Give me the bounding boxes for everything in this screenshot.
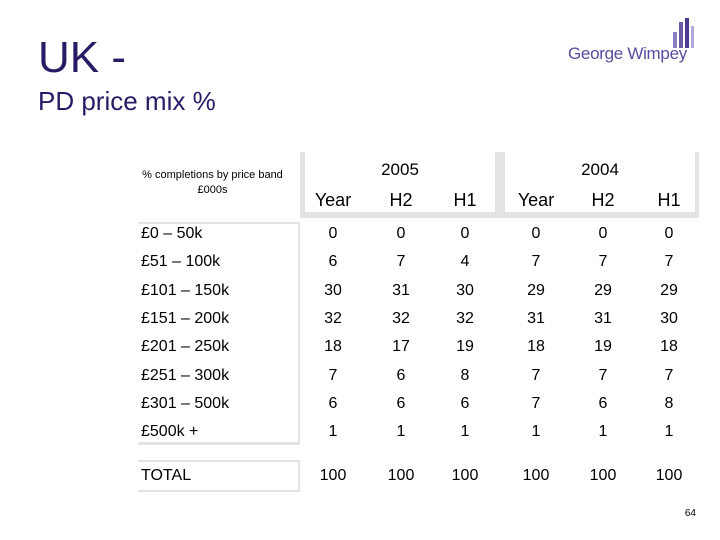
total-cell: 100 — [319, 467, 347, 484]
table-cell: 8 — [664, 395, 674, 412]
total-cell: 100 — [387, 467, 415, 484]
table-cell: 29 — [527, 282, 545, 299]
table-note: % completions by price band £000s — [142, 169, 283, 196]
table-cell: 0 — [664, 225, 674, 242]
total-cell: 100 — [522, 467, 550, 484]
table-cell: 7 — [531, 395, 541, 412]
table-cell: 7 — [664, 367, 674, 384]
price-band-label: £0 – 50k — [141, 225, 203, 242]
table-cell: 7 — [598, 367, 608, 384]
slide-subtitle: PD price mix % — [38, 86, 216, 116]
table-cell: 1 — [664, 423, 674, 440]
table-cell: 6 — [598, 395, 608, 412]
table-cell: 7 — [531, 367, 541, 384]
table-cell: 17 — [392, 338, 410, 355]
total-cell: 100 — [451, 467, 479, 484]
table-cell: 1 — [396, 423, 406, 440]
price-band-label: £500k + — [141, 423, 199, 440]
table-cell: 19 — [456, 338, 474, 355]
column-header: H1 — [657, 190, 681, 210]
table-cell: 0 — [531, 225, 541, 242]
table-cell: 30 — [324, 282, 342, 299]
price-band-label: £301 – 500k — [141, 395, 230, 412]
logo-text: George Wimpey — [568, 44, 687, 63]
year-header-2005: 2005 — [381, 160, 419, 179]
table-cell: 1 — [460, 423, 470, 440]
table-cell: 7 — [531, 253, 541, 270]
table-cell: 31 — [392, 282, 410, 299]
table-cell: 0 — [328, 225, 338, 242]
table-cell: 6 — [396, 395, 406, 412]
label-card — [138, 224, 298, 442]
table-cell: 7 — [396, 253, 406, 270]
price-band-label: £201 – 250k — [141, 338, 230, 355]
header-card-2004 — [505, 152, 695, 212]
table-cell: 31 — [594, 310, 612, 327]
table-cell: 6 — [328, 253, 338, 270]
table-cell: 8 — [460, 367, 470, 384]
logo-bars-icon — [673, 18, 694, 48]
company-logo: George Wimpey — [568, 18, 696, 70]
table-cell: 1 — [531, 423, 541, 440]
table-cell: 32 — [456, 310, 474, 327]
table-cell: 0 — [460, 225, 470, 242]
total-cell: 100 — [589, 467, 617, 484]
page-number: 64 — [684, 508, 696, 519]
table-cell: 32 — [392, 310, 410, 327]
price-band-label: £151 – 200k — [141, 310, 230, 327]
table-cell: 30 — [660, 310, 678, 327]
table-cell: 7 — [328, 367, 338, 384]
table-cell: 19 — [594, 338, 612, 355]
table-cell: 29 — [660, 282, 678, 299]
total-cell: 100 — [655, 467, 683, 484]
column-header: H2 — [389, 190, 413, 210]
table-cell: 32 — [324, 310, 342, 327]
total-label: TOTAL — [141, 467, 192, 484]
column-header: H1 — [453, 190, 477, 210]
table-cell: 1 — [598, 423, 608, 440]
table-cell: 6 — [328, 395, 338, 412]
column-header: Year — [517, 190, 555, 210]
table-cell: 30 — [456, 282, 474, 299]
price-band-label: £251 – 300k — [141, 367, 230, 384]
table-cell: 18 — [660, 338, 678, 355]
header-card-2005 — [305, 152, 495, 212]
table-cell: 6 — [460, 395, 470, 412]
slide-title: UK - — [38, 33, 126, 82]
table-cell: 4 — [460, 253, 470, 270]
table-cell: 0 — [396, 225, 406, 242]
total-label-card — [138, 462, 298, 490]
price-band-label: £101 – 150k — [141, 282, 230, 299]
table-cell: 7 — [664, 253, 674, 270]
table-cell: 0 — [598, 225, 608, 242]
table-cell: 1 — [328, 423, 338, 440]
price-band-label: £51 – 100k — [141, 253, 221, 270]
table-cell: 31 — [527, 310, 545, 327]
table-cell: 18 — [527, 338, 545, 355]
table-cell: 18 — [324, 338, 342, 355]
column-header: H2 — [591, 190, 615, 210]
year-header-2004: 2004 — [581, 160, 619, 179]
table-cell: 29 — [594, 282, 612, 299]
table-cell: 7 — [598, 253, 608, 270]
column-header: Year — [314, 190, 352, 210]
table-cell: 6 — [396, 367, 406, 384]
